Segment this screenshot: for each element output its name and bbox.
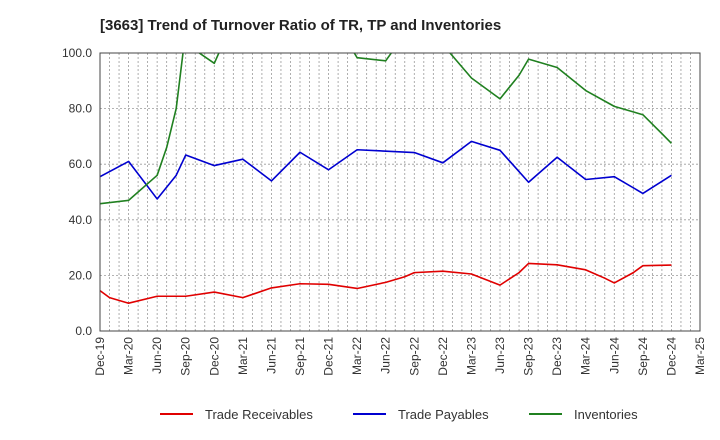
x-tick-label: Jun-20 bbox=[150, 337, 164, 374]
x-tick-label: Dec-20 bbox=[207, 337, 221, 376]
legend: Trade Receivables Trade Payables Inventori… bbox=[160, 407, 638, 422]
x-tick-label: Dec-22 bbox=[436, 337, 450, 376]
y-tick-label: 0.0 bbox=[75, 324, 92, 338]
series-layer bbox=[100, 53, 673, 304]
legend-label: Trade Payables bbox=[398, 407, 489, 422]
x-tick-label: Mar-20 bbox=[122, 337, 136, 375]
x-tick-label: Dec-21 bbox=[322, 337, 336, 376]
y-tick-label: 40.0 bbox=[69, 213, 93, 227]
x-tick-label: Jun-21 bbox=[264, 337, 278, 374]
x-axis-ticks: Dec-19 Mar-20 Jun-20 Sep-20 Dec-20 Mar-21 Jun-… bbox=[93, 337, 707, 376]
series-line-trade-receivables bbox=[100, 262, 672, 304]
y-axis-ticks: 0.0 20.0 40.0 60.0 80.0 100.0 bbox=[62, 46, 92, 338]
x-tick-label: Mar-23 bbox=[464, 337, 478, 375]
chart-title: [3663] Trend of Turnover Ratio of TR, TP… bbox=[100, 17, 501, 34]
x-tick-label: Sep-23 bbox=[522, 337, 536, 376]
x-tick-label: Mar-21 bbox=[236, 337, 250, 375]
y-tick-label: 20.0 bbox=[69, 268, 93, 282]
plot-frame bbox=[99, 52, 701, 332]
x-tick-label: Sep-22 bbox=[407, 337, 421, 376]
y-tick-label: 100.0 bbox=[62, 46, 92, 60]
series-line-inventories bbox=[100, 53, 673, 205]
x-tick-label: Sep-21 bbox=[293, 337, 307, 376]
x-tick-label: Jun-22 bbox=[379, 337, 393, 374]
y-tick-label: 60.0 bbox=[69, 157, 93, 171]
x-tick-label: Dec-19 bbox=[93, 337, 107, 376]
x-tick-label: Mar-24 bbox=[579, 337, 593, 375]
x-tick-label: Mar-25 bbox=[693, 337, 707, 375]
legend-label: Trade Receivables bbox=[205, 407, 313, 422]
x-tick-label: Dec-24 bbox=[664, 337, 678, 376]
x-tick-label: Sep-24 bbox=[636, 337, 650, 376]
x-tick-label: Jun-23 bbox=[493, 337, 507, 374]
x-tick-label: Jun-24 bbox=[607, 337, 621, 374]
x-tick-label: Mar-22 bbox=[350, 337, 364, 375]
x-tick-label: Sep-20 bbox=[179, 337, 193, 376]
y-tick-label: 80.0 bbox=[69, 102, 93, 116]
x-tick-label: Dec-23 bbox=[550, 337, 564, 376]
series-line-trade-payables bbox=[100, 140, 672, 200]
legend-label: Inventories bbox=[574, 407, 638, 422]
